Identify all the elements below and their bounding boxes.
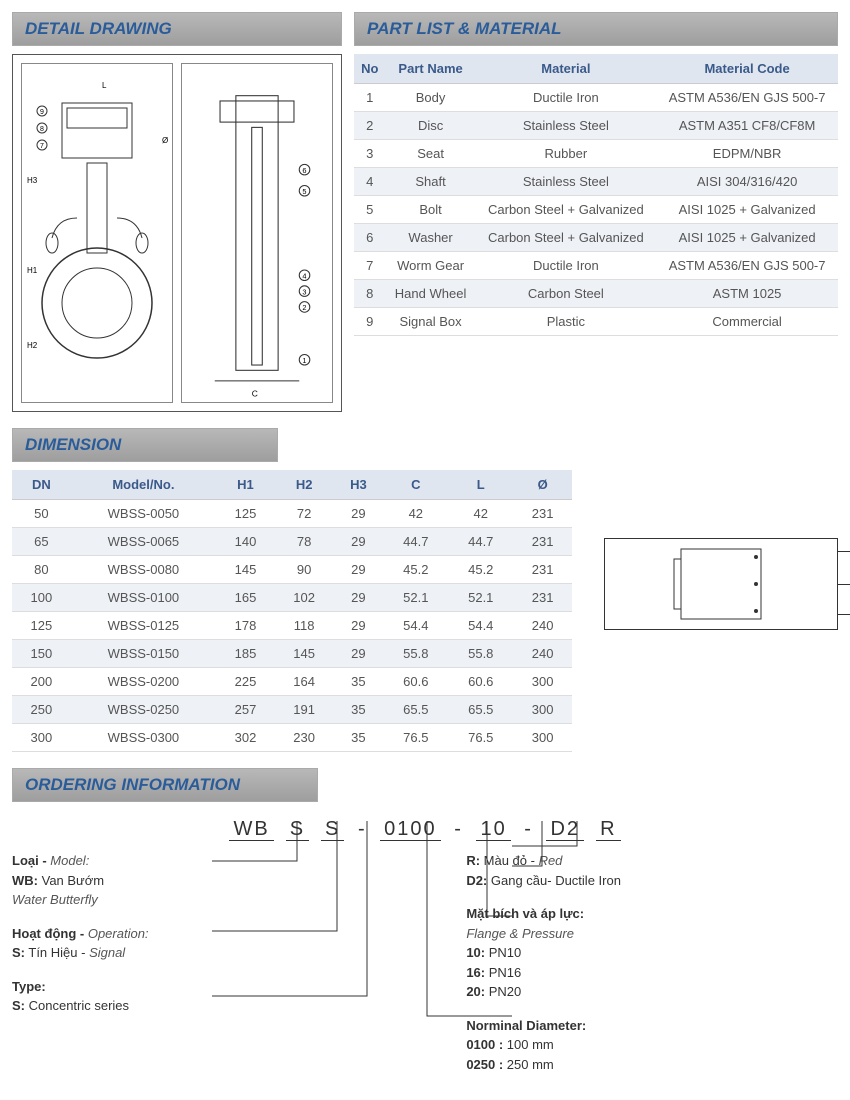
table-row: 125WBSS-01251781182954.454.4240	[12, 612, 572, 640]
valve-section-drawing: C 6 5 4 3 2 1	[182, 64, 332, 402]
code-segment: 0100	[380, 818, 441, 841]
table-header: Part Name	[386, 54, 476, 84]
code-segment: 10	[476, 818, 510, 841]
table-row: 50WBSS-005012572294242231	[12, 500, 572, 528]
detail-drawing: H3 H1 H2 L Ø 9 8 7 C 6 5	[12, 54, 342, 412]
table-row: 80WBSS-0080145902945.245.2231	[12, 556, 572, 584]
table-header: Model/No.	[71, 470, 216, 500]
svg-text:3: 3	[302, 287, 306, 296]
table-row: 6WasherCarbon Steel + GalvanizedAISI 102…	[354, 224, 838, 252]
table-header: No	[354, 54, 386, 84]
table-row: 8Hand WheelCarbon SteelASTM 1025	[354, 280, 838, 308]
ordering-diameter: Norminal Diameter: 0100 : 100 mm 0250 : …	[466, 1016, 838, 1075]
ordering-operation: Hoạt động - Operation: S: Tín Hiệu - Sig…	[12, 924, 384, 963]
dimension-table: DNModel/No.H1H2H3CLØ 50WBSS-005012572294…	[12, 470, 572, 752]
table-row: 1BodyDuctile IronASTM A536/EN GJS 500-7	[354, 84, 838, 112]
table-row: 9Signal BoxPlasticCommercial	[354, 308, 838, 336]
svg-text:Ø: Ø	[162, 136, 168, 145]
dimension-header: DIMENSION	[12, 428, 278, 462]
partlist-header: PART LIST & MATERIAL	[354, 12, 838, 46]
table-row: 3SeatRubberEDPM/NBR	[354, 140, 838, 168]
table-header: H2	[275, 470, 334, 500]
table-header: C	[383, 470, 448, 500]
svg-text:5: 5	[302, 187, 306, 196]
table-header: H3	[333, 470, 383, 500]
wiring-diagram: Red ( Fully Open ) White ( Common ) Blac…	[584, 538, 838, 630]
table-row: 65WBSS-0065140782944.744.7231	[12, 528, 572, 556]
table-row: 5BoltCarbon Steel + GalvanizedAISI 1025 …	[354, 196, 838, 224]
detail-drawing-header: DETAIL DRAWING	[12, 12, 342, 46]
svg-text:9: 9	[40, 109, 44, 116]
svg-text:6: 6	[302, 166, 306, 175]
svg-text:7: 7	[40, 143, 44, 150]
partlist-table: NoPart NameMaterialMaterial Code 1BodyDu…	[354, 54, 838, 336]
code-segment: S	[321, 818, 344, 841]
svg-text:L: L	[102, 81, 107, 90]
ordering-code: WBSS - 0100 - 10 - D2R	[12, 818, 838, 841]
table-row: 4ShaftStainless SteelAISI 304/316/420	[354, 168, 838, 196]
code-segment: R	[596, 818, 620, 841]
table-row: 2DiscStainless SteelASTM A351 CF8/CF8M	[354, 112, 838, 140]
table-row: 250WBSS-02502571913565.565.5300	[12, 696, 572, 724]
table-header: L	[448, 470, 513, 500]
code-segment: WB	[229, 818, 273, 841]
table-header: Ø	[513, 470, 572, 500]
svg-text:4: 4	[302, 271, 306, 280]
table-row: 7Worm GearDuctile IronASTM A536/EN GJS 5…	[354, 252, 838, 280]
svg-text:C: C	[252, 389, 258, 399]
svg-text:1: 1	[302, 356, 306, 365]
ordering-model: Loại - Model: WB: Van Bướm Water Butterf…	[12, 851, 384, 910]
table-row: 300WBSS-03003022303576.576.5300	[12, 724, 572, 752]
table-header: DN	[12, 470, 71, 500]
svg-text:8: 8	[40, 126, 44, 133]
table-row: 200WBSS-02002251643560.660.6300	[12, 668, 572, 696]
code-segment: D2	[546, 818, 584, 841]
table-row: 150WBSS-01501851452955.855.8240	[12, 640, 572, 668]
ordering-flange: Mặt bích và áp lực: Flange & Pressure 10…	[466, 904, 838, 1002]
svg-text:H1: H1	[27, 266, 38, 275]
ordering-header: ORDERING INFORMATION	[12, 768, 318, 802]
svg-text:2: 2	[302, 303, 306, 312]
table-header: Material	[476, 54, 657, 84]
table-row: 100WBSS-01001651022952.152.1231	[12, 584, 572, 612]
valve-front-drawing: H3 H1 H2 L Ø 9 8 7	[22, 64, 172, 402]
ordering-type: Type: S: Concentric series	[12, 977, 384, 1016]
ordering-grid: Loại - Model: WB: Van Bướm Water Butterf…	[12, 851, 838, 1088]
svg-text:H3: H3	[27, 176, 38, 185]
table-header: Material Code	[656, 54, 838, 84]
table-header: H1	[216, 470, 275, 500]
svg-text:H2: H2	[27, 341, 38, 350]
ordering-color: R: Màu đỏ - Red D2: Gang cầu- Ductile Ir…	[466, 851, 838, 890]
code-segment: S	[286, 818, 309, 841]
